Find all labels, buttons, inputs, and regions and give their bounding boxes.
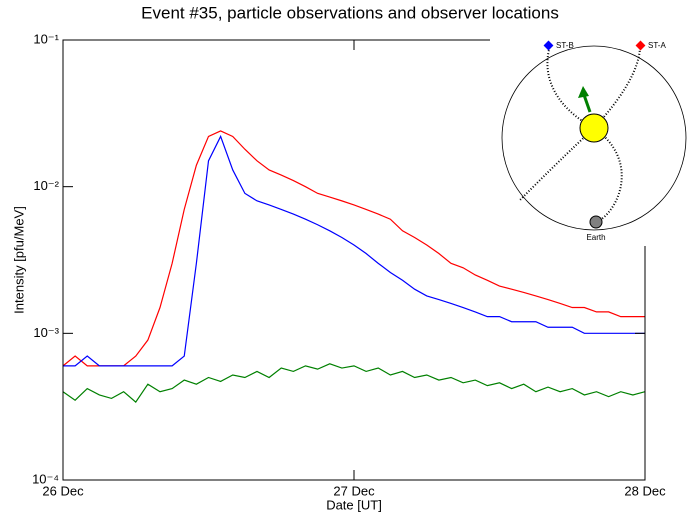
earth-marker xyxy=(589,215,603,229)
inset-label: Earth xyxy=(586,233,605,242)
x-tick-label: 26 Dec xyxy=(42,483,84,498)
st-a-marker xyxy=(635,40,646,51)
y-axis-label: Intensity [pfu/MeV] xyxy=(11,206,26,314)
inset-label: ST-A xyxy=(648,41,666,50)
inset: ST-B ST-A Earth xyxy=(490,28,691,246)
series-line xyxy=(62,130,645,367)
plot-area xyxy=(62,130,646,403)
chart-title: Event #35, particle observations and obs… xyxy=(141,3,559,22)
x-tick-label: 28 Dec xyxy=(624,483,666,498)
series-line xyxy=(63,134,645,367)
series-line xyxy=(62,363,646,403)
y-tick-label: 10⁻¹ xyxy=(33,31,59,46)
y-tick-label: 10⁻⁴ xyxy=(32,471,59,486)
spiral xyxy=(593,127,623,223)
spiral xyxy=(546,45,595,129)
y-tick-label: 10⁻² xyxy=(33,178,59,193)
orbit xyxy=(501,45,687,231)
arrow-head xyxy=(578,86,589,98)
x-axis-label: Date [UT] xyxy=(326,497,382,512)
st-b-marker xyxy=(543,40,554,51)
sun xyxy=(579,113,609,143)
x-tick-label: 27 Dec xyxy=(333,483,375,498)
y-tick-label: 10⁻³ xyxy=(33,325,59,340)
inset-label: ST-B xyxy=(556,41,574,50)
